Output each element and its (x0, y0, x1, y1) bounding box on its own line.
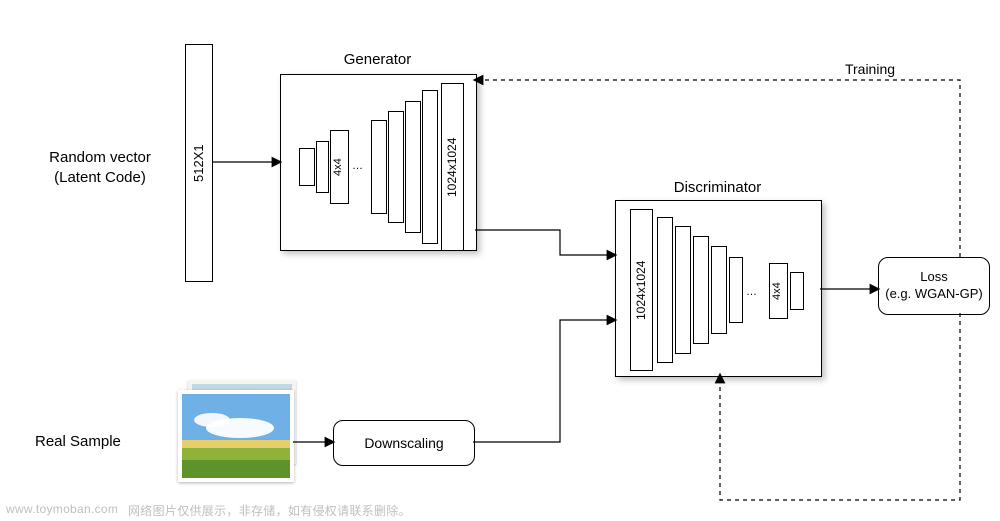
loss-line1: Loss (920, 269, 947, 284)
real-sample-photo-front (178, 390, 294, 482)
watermark-site: www.toymoban.com (6, 502, 118, 516)
downscaling-box: Downscaling (333, 420, 475, 466)
disc-dots: … (746, 286, 758, 298)
gen-bar-3 (371, 120, 387, 214)
latent-vector-box: 512X1 (185, 44, 213, 282)
gen-bar-0 (299, 148, 315, 186)
watermark-note: 网络图片仅供展示，非存储，如有侵权请联系删除。 (128, 502, 411, 519)
generator-title: Generator (280, 50, 475, 70)
gen-bar-5 (405, 101, 421, 233)
discriminator-title: Discriminator (615, 178, 820, 198)
disc-bar-4 (711, 246, 727, 334)
disc-bar-1 (657, 217, 673, 363)
random-vector-label: Random vector (Latent Code) (25, 148, 175, 187)
disc-bar-3 (693, 236, 709, 344)
gen-first-label: 4x4 (332, 131, 344, 203)
loss-box: Loss (e.g. WGAN-GP) (878, 257, 990, 315)
gen-bar-7: 1024x1024 (441, 83, 464, 251)
disc-bar-2 (675, 226, 691, 354)
gen-bar-6 (422, 90, 438, 244)
real-sample-label: Real Sample (35, 432, 165, 452)
arrow-down-to-disc (473, 320, 615, 442)
diagram-stage: { "type": "flowchart", "background_color… (0, 0, 1000, 521)
random-vector-line1: Random vector (49, 149, 151, 166)
disc-bar-7 (790, 272, 804, 310)
disc-bar-5 (729, 257, 743, 323)
random-vector-line2: (Latent Code) (54, 169, 146, 186)
gen-dots: … (352, 160, 364, 172)
gen-bar-2: 4x4 (330, 130, 349, 204)
gen-bar-4 (388, 111, 404, 223)
disc-bar-0: 1024x1024 (630, 209, 653, 371)
loss-line2: (e.g. WGAN-GP) (885, 286, 983, 301)
arrow-gen-to-disc (475, 230, 615, 255)
disc-first-label: 1024x1024 (634, 210, 648, 370)
downscaling-label: Downscaling (364, 435, 443, 451)
gen-last-label: 1024x1024 (445, 84, 459, 250)
gen-bar-1 (316, 141, 329, 193)
disc-bar-6: 4x4 (769, 263, 788, 319)
latent-dim-label: 512X1 (191, 45, 206, 281)
disc-last-label: 4x4 (771, 264, 783, 318)
photo-icon (182, 394, 290, 478)
training-label: Training (830, 60, 910, 78)
